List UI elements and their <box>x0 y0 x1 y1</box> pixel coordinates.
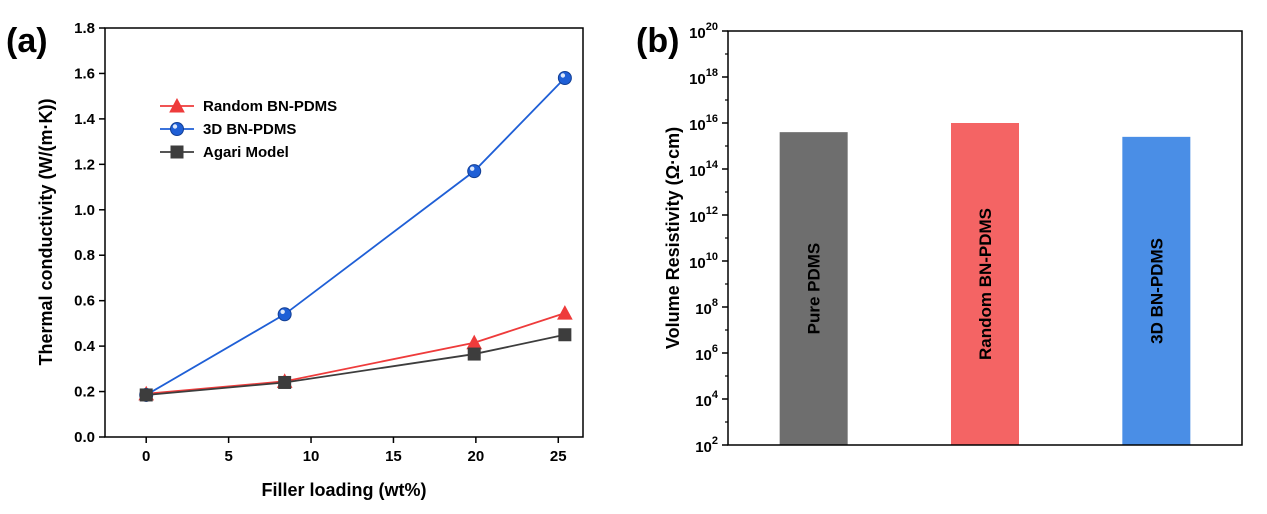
bar-pure-pdms <box>779 132 848 445</box>
plot-frame-a <box>104 27 584 438</box>
x-tick-label: 15 <box>385 448 402 465</box>
y-axis-label-a: Thermal conductivity (W/(m·K)) <box>36 98 56 365</box>
tick-exponent: 6 <box>712 343 718 355</box>
y-tick-label: 1.6 <box>74 65 95 82</box>
y-tick-label: 104 <box>695 389 719 410</box>
series-line-agari-model <box>146 333 566 396</box>
tick-base: 10 <box>689 117 706 134</box>
tick-exponent: 16 <box>706 113 718 125</box>
tick-base: 10 <box>695 439 712 456</box>
data-point-3d-bn-pdms <box>467 164 482 179</box>
x-tick-label: 25 <box>550 448 567 465</box>
tick-exponent: 10 <box>706 251 718 263</box>
bar-label-random-bn-pdms: Random BN-PDMS <box>976 208 995 360</box>
y-tick-label: 106 <box>695 343 718 364</box>
legend-marker-3d-bn-pdms-highlight <box>172 124 178 129</box>
y-tick-label: 1.4 <box>74 111 96 128</box>
thermal-conductivity-chart: 0 5 10 15 20 25 0.0 0.2 0.4 0.6 0.8 1.0 1.2 1.4 1.6 1.8… <box>36 20 584 500</box>
series-line-random-bn-pdms <box>146 312 566 395</box>
tick-base: 10 <box>689 209 706 226</box>
y-tick-label: 1014 <box>689 159 719 180</box>
data-point-3d-bn-pdms-highlight <box>560 73 566 78</box>
panel-a-label: (a) <box>6 22 48 60</box>
x-tick-label: 0 <box>142 448 150 465</box>
x-tick-label: 20 <box>468 448 485 465</box>
data-point-agari-model <box>278 375 292 389</box>
bar-random-bn-pdms <box>951 123 1019 445</box>
tick-base: 10 <box>695 393 712 410</box>
data-point-3d-bn-pdms <box>557 70 572 85</box>
y-tick-label: 0.2 <box>74 384 95 401</box>
bar-label-3d-bn-pdms: 3D BN-PDMS <box>1147 238 1166 344</box>
data-point-3d-bn-pdms-highlight <box>470 166 475 171</box>
data-point-agari-model <box>558 328 572 342</box>
y-tick-label: 0.6 <box>74 293 95 310</box>
series-line-3d-bn-pdms <box>145 77 566 396</box>
tick-exponent: 20 <box>706 21 718 33</box>
tick-exponent: 4 <box>712 389 719 401</box>
bar-label-pure-pdms: Pure PDMS <box>805 243 824 335</box>
tick-exponent: 14 <box>706 159 719 171</box>
tick-exponent: 8 <box>712 297 718 309</box>
y-tick-label: 1018 <box>689 67 718 88</box>
tick-base: 10 <box>689 163 706 180</box>
y-tick-label: 108 <box>695 297 718 318</box>
y-tick-label: 1010 <box>689 251 718 272</box>
y-tick-label: 1020 <box>689 21 718 42</box>
data-point-random-bn-pdms <box>557 305 573 320</box>
data-point-3d-bn-pdms <box>277 307 292 322</box>
y-tick-label: 1.8 <box>74 20 95 37</box>
data-point-3d-bn-pdms-highlight <box>280 309 285 314</box>
y-tick-label: 0.8 <box>74 247 95 264</box>
y-axis-label-b: Volume Resistivity (Ω·cm) <box>663 127 683 349</box>
legend-marker-agari-model <box>170 145 184 159</box>
tick-base: 10 <box>695 301 712 318</box>
panel-b-label: (b) <box>636 22 679 60</box>
y-tick-label: 1.2 <box>74 156 95 173</box>
bar-3d-bn-pdms <box>1122 136 1191 445</box>
data-point-agari-model <box>467 347 481 361</box>
legend-label-3d-bn-pdms: 3D BN-PDMS <box>203 121 296 138</box>
data-point-agari-model <box>139 388 153 402</box>
tick-base: 10 <box>689 255 706 272</box>
tick-exponent: 2 <box>712 435 718 447</box>
tick-base: 10 <box>689 71 706 88</box>
data-point-random-bn-pdms <box>466 334 483 350</box>
tick-base: 10 <box>695 347 712 364</box>
legend-label-random-bn-pdms: Random BN-PDMS <box>203 98 337 115</box>
legend-label-agari-model: Agari Model <box>203 144 289 161</box>
y-tick-label: 1012 <box>689 205 718 226</box>
legend-marker-3d-bn-pdms <box>170 122 184 136</box>
tick-base: 10 <box>689 25 706 42</box>
y-tick-label: 0.0 <box>74 429 95 446</box>
tick-exponent: 12 <box>706 205 718 217</box>
y-tick-label: 1.0 <box>74 202 95 219</box>
legend-marker-random-bn-pdms <box>169 97 185 113</box>
y-tick-label: 0.4 <box>74 338 96 355</box>
y-tick-label: 102 <box>695 435 718 456</box>
x-tick-label: 10 <box>303 448 320 465</box>
x-axis-label-a: Filler loading (wt%) <box>262 480 427 500</box>
x-tick-label: 5 <box>224 448 232 465</box>
tick-exponent: 18 <box>706 67 718 79</box>
y-tick-label: 1016 <box>689 113 718 134</box>
